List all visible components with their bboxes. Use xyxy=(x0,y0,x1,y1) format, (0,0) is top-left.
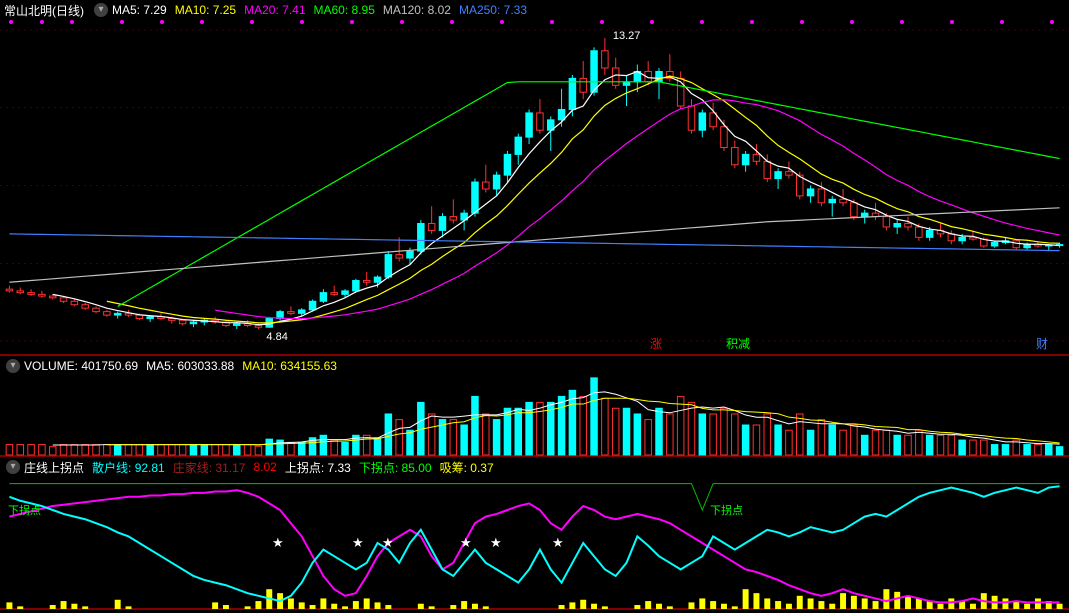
indicator-val2: 8.02 xyxy=(253,460,282,474)
volume-header: ▾ VOLUME: 401750.69 MA5: 603033.88 MA10:… xyxy=(4,358,343,374)
ma120-label: MA120: 8.02 xyxy=(383,3,457,17)
price-chart[interactable] xyxy=(0,0,1069,355)
xiaguadian-label: 下拐点: 85.00 xyxy=(359,459,438,476)
indicator-label: 庄线上拐点 xyxy=(24,459,90,476)
volume-label: VOLUME: 401750.69 xyxy=(24,359,144,373)
sanhuxian-label: 散户线: 92.81 xyxy=(92,459,171,476)
annot-jijian: 积减 xyxy=(726,335,750,352)
ma60-label: MA60: 8.95 xyxy=(314,3,381,17)
ma250-label: MA250: 7.33 xyxy=(459,3,533,17)
volume-chart-panel: ▾ VOLUME: 401750.69 MA5: 603033.88 MA10:… xyxy=(0,355,1069,456)
ma5-label: MA5: 7.29 xyxy=(112,3,173,17)
star-marker: ★ xyxy=(382,535,394,551)
peak-high-label: 13.27 xyxy=(613,30,641,42)
indicator-chart[interactable] xyxy=(0,457,1069,613)
star-marker: ★ xyxy=(352,535,364,551)
indicator-chart-panel: ▾ 庄线上拐点 散户线: 92.81 庄家线: 31.17 8.02 上拐点: … xyxy=(0,456,1069,612)
star-marker: ★ xyxy=(490,535,502,551)
star-marker: ★ xyxy=(272,535,284,551)
indicator-collapse-icon[interactable]: ▾ xyxy=(6,460,20,474)
down-point-label-1: 下拐点 xyxy=(8,502,41,518)
ma10-label: MA10: 7.25 xyxy=(175,3,242,17)
star-marker: ★ xyxy=(552,535,564,551)
ma20-label: MA20: 7.41 xyxy=(244,3,311,17)
star-marker: ★ xyxy=(460,535,472,551)
peak-low-label: 4.84 xyxy=(266,331,287,343)
volume-ma5-label: MA5: 603033.88 xyxy=(146,359,240,373)
volume-ma10-label: MA10: 634155.63 xyxy=(242,359,343,373)
down-point-label-2: 下拐点 xyxy=(710,502,743,518)
price-prev-icon[interactable]: ▾ xyxy=(94,3,108,17)
shangguadian-label: 上拐点: 7.33 xyxy=(285,459,357,476)
price-header: 常山北明(日线) ▾ MA5: 7.29 MA10: 7.25 MA20: 7.… xyxy=(4,2,533,18)
xichou-label: 吸筹: 0.37 xyxy=(440,459,500,476)
annot-cai: 财 xyxy=(1036,335,1048,352)
indicator-header: ▾ 庄线上拐点 散户线: 92.81 庄家线: 31.17 8.02 上拐点: … xyxy=(4,459,500,475)
annot-zhang: 涨 xyxy=(650,335,662,352)
stock-title: 常山北明(日线) xyxy=(4,2,90,19)
volume-collapse-icon[interactable]: ▾ xyxy=(6,359,20,373)
price-chart-panel: 常山北明(日线) ▾ MA5: 7.29 MA10: 7.25 MA20: 7.… xyxy=(0,0,1069,355)
zhuangjia-label: 庄家线: 31.17 xyxy=(173,459,252,476)
